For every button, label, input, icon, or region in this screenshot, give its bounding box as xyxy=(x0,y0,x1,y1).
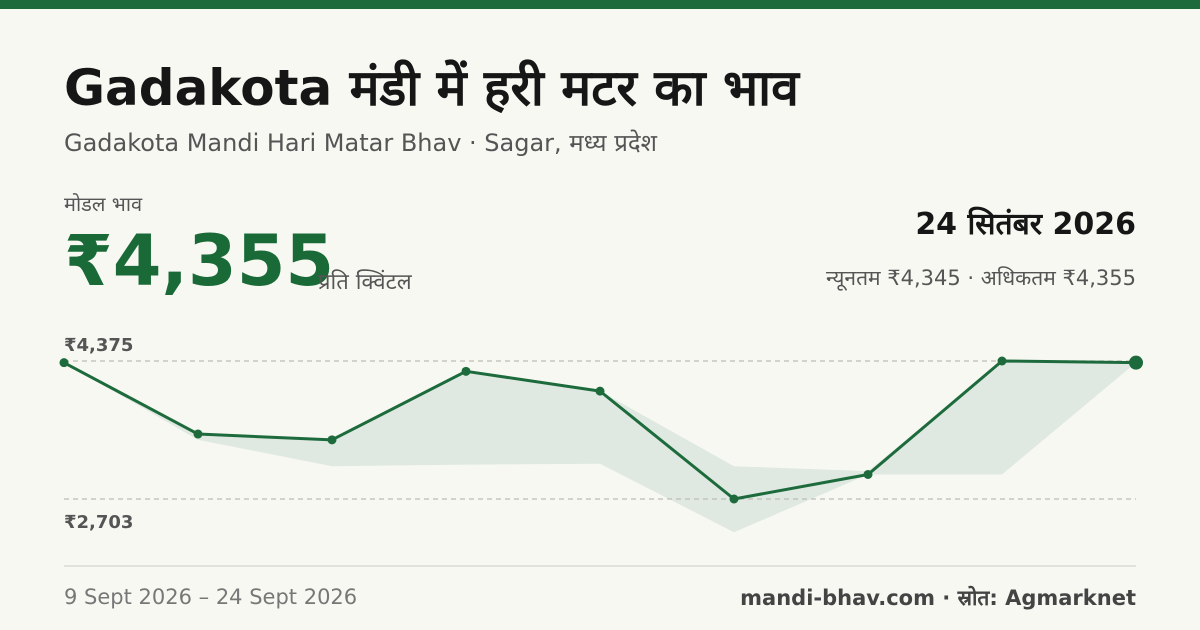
model-price-value: ₹4,355 xyxy=(64,220,335,302)
source-credit: mandi-bhav.com · स्रोत: Agmarknet xyxy=(740,586,1136,610)
top-accent-bar xyxy=(0,0,1200,9)
data-point xyxy=(193,429,203,439)
report-date: 24 सितंबर 2026 xyxy=(915,207,1136,242)
data-point xyxy=(729,494,739,504)
price-unit: प्रति क्विंटल xyxy=(318,270,412,295)
footer-divider xyxy=(64,565,1136,567)
lower-guide-label: ₹2,703 xyxy=(64,512,133,533)
data-point xyxy=(863,469,873,479)
upper-guide-label: ₹4,375 xyxy=(64,335,133,356)
model-price-label: मोडल भाव xyxy=(64,192,143,216)
latest-data-point xyxy=(1129,355,1143,370)
data-point xyxy=(461,366,471,376)
price-range-band xyxy=(64,361,1136,533)
data-point xyxy=(595,386,605,396)
data-point xyxy=(59,358,69,368)
data-point xyxy=(327,435,337,445)
min-max-price: न्यूनतम ₹4,345 · अधिकतम ₹4,355 xyxy=(826,266,1136,290)
page-title: Gadakota मंडी में हरी मटर का भाव xyxy=(64,59,799,117)
data-points xyxy=(59,355,1143,504)
page-subtitle: Gadakota Mandi Hari Matar Bhav · Sagar, … xyxy=(64,129,657,157)
date-range: 9 Sept 2026 – 24 Sept 2026 xyxy=(64,585,358,609)
data-point xyxy=(997,356,1007,366)
